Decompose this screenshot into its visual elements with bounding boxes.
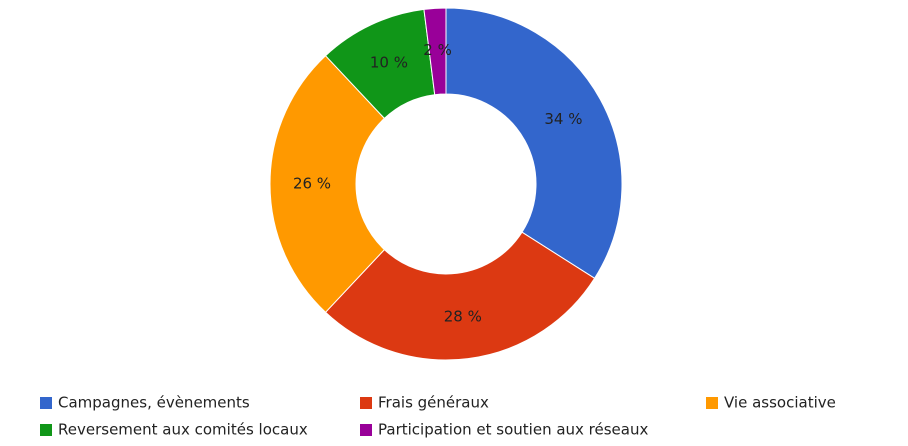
legend-swatch [40,397,52,409]
legend-label: Participation et soutien aux réseaux [378,421,648,439]
slice-label: 28 % [444,307,482,325]
slice-label: 10 % [370,53,408,71]
legend-swatch [360,397,372,409]
legend-swatch [40,424,52,436]
donut-slice [423,7,447,96]
donut-slice [324,231,596,361]
slice-label: 26 % [293,175,331,193]
legend-swatch [706,397,718,409]
legend-swatch [360,424,372,436]
slice-label: 2 % [423,41,452,59]
donut-slice [445,7,623,279]
legend-label: Frais généraux [378,394,489,412]
legend-label: Vie associative [724,394,836,412]
legend-label: Campagnes, évènements [58,394,250,412]
donut-slice [269,54,386,314]
legend-label: Reversement aux comités locaux [58,421,308,439]
slice-label: 34 % [544,110,582,128]
